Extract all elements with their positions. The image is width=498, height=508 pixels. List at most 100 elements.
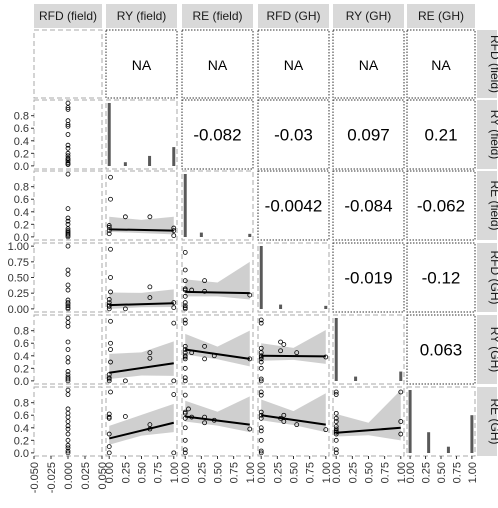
- panel-0-3: [257, 29, 330, 99]
- panel-2-4: [332, 170, 405, 241]
- point-2_0-10: [65, 206, 71, 212]
- right-strip-3: [477, 243, 497, 312]
- x-tick-label-5-1: 0.25: [421, 462, 433, 483]
- y-tick-label-2-1: 0.2: [14, 219, 29, 231]
- point-4_2-3: [182, 356, 188, 362]
- point-5_2-13: [247, 426, 253, 432]
- correlation-label-0-1: NA: [132, 57, 152, 73]
- point-5_4-14: [398, 419, 404, 424]
- x-tick-label-4-1: 0.25: [347, 462, 359, 483]
- top-strip-4: [333, 4, 404, 28]
- x-tick-label-4-4: 1.00: [396, 462, 408, 483]
- point-4_1-4: [108, 359, 113, 365]
- fit-line-2_1: [109, 228, 174, 232]
- x-tick-label-0-4: 0.050: [97, 462, 109, 490]
- x-tick-label-5-4: 1.00: [467, 462, 479, 483]
- point-4_3-3: [258, 359, 264, 365]
- y-tick-label-3-4: 1.00: [8, 241, 29, 253]
- point-1_0-5: [65, 155, 71, 161]
- diag-bar-2-2: [248, 233, 252, 237]
- point-1_0-13: [65, 118, 71, 124]
- panel-0-2: [181, 29, 254, 99]
- fit-line-5_3: [261, 414, 326, 426]
- point-5_1-11: [171, 392, 177, 397]
- diag-bar-4-1: [354, 376, 358, 381]
- y-tick-label-5-4: 0.8: [14, 398, 29, 410]
- point-5_1-5: [106, 411, 112, 417]
- fit-line-5_1: [108, 421, 175, 440]
- diag-bar-4-0: [334, 318, 338, 381]
- y-tick-label-5-2: 0.4: [14, 423, 29, 435]
- panel-0-0: [33, 29, 103, 99]
- diag-bar-5-1: [427, 432, 431, 453]
- point-5_1-6: [108, 389, 113, 395]
- point-4_1-6: [108, 340, 113, 346]
- x-tick-label-1-0: 0.00: [104, 462, 116, 483]
- point-3_2-1: [182, 305, 188, 311]
- point-4_3-13: [281, 342, 287, 347]
- y-tick-label-2-0: 0.0: [14, 232, 29, 244]
- fit-line-4_2: [185, 348, 250, 360]
- point-5_4-13: [398, 389, 404, 395]
- point-5_2-0: [182, 450, 188, 456]
- point-5_1-9: [147, 422, 153, 428]
- x-tick-label-2-2: 0.50: [213, 462, 225, 483]
- point-5_2-11: [202, 420, 207, 426]
- point-3_2-2: [182, 303, 188, 309]
- point-3_0-6: [65, 287, 71, 293]
- confidence-ribbon-3_2: [185, 261, 250, 300]
- point-5_1-0: [106, 450, 112, 456]
- point-4_2-6: [182, 350, 188, 356]
- point-2_1-6: [122, 214, 128, 220]
- right-strip-label-3: RFD (GH): [488, 251, 498, 305]
- point-4_1-0: [106, 378, 112, 384]
- point-3_1-8: [122, 306, 128, 312]
- point-4_2-5: [182, 353, 188, 359]
- point-4_3-9: [258, 320, 264, 326]
- point-5_4-2: [333, 437, 339, 443]
- point-4_2-8: [182, 343, 188, 349]
- point-4_2-9: [182, 320, 188, 326]
- point-5_2-2: [182, 437, 188, 443]
- top-strip-label-5: RE (GH): [418, 9, 464, 23]
- point-3_1-4: [106, 297, 112, 302]
- point-5_3-2: [258, 437, 264, 443]
- correlation-label-0-4: NA: [359, 57, 379, 73]
- point-5_1-10: [171, 450, 177, 456]
- point-3_2-11: [202, 278, 207, 284]
- point-4_1-5: [108, 347, 113, 352]
- point-5_4-9: [333, 415, 339, 421]
- point-1_0-14: [65, 107, 71, 112]
- point-3_0-9: [65, 267, 71, 273]
- point-4_1-7: [108, 318, 113, 324]
- point-2_0-5: [65, 228, 71, 233]
- x-tick-label-2-1: 0.25: [196, 462, 208, 483]
- diag-bar-3-1: [279, 304, 283, 309]
- point-1_0-6: [65, 153, 71, 159]
- y-tick-label-5-0: 0.0: [14, 448, 29, 460]
- point-3_0-2: [65, 303, 71, 309]
- y-tick-label-1-2: 0.4: [14, 136, 29, 148]
- point-5_3-0: [258, 450, 264, 456]
- diag-bar-1-2: [148, 155, 152, 166]
- top-strip-label-2: RE (field): [192, 9, 242, 23]
- point-5_0-6: [65, 426, 71, 432]
- diag-bar-1-1: [123, 162, 127, 166]
- point-5_4-10: [333, 410, 339, 416]
- top-strip-3: [258, 4, 329, 28]
- point-4_3-11: [278, 348, 283, 354]
- y-tick-label-1-0: 0.0: [14, 161, 29, 173]
- x-tick-label-5-0: 0.00: [405, 462, 417, 483]
- point-3_2-9: [182, 250, 188, 255]
- y-tick-label-4-1: 0.2: [14, 363, 29, 375]
- panel-2-2: [181, 170, 254, 241]
- correlation-label-2-5: -0.062: [417, 197, 465, 216]
- diag-bar-1-3: [172, 147, 176, 166]
- point-5_2-4: [182, 415, 188, 421]
- correlation-label-2-4: -0.084: [344, 197, 392, 216]
- top-strip-label-0: RFD (field): [39, 9, 97, 23]
- point-5_0-3: [65, 442, 71, 448]
- correlation-label-0-5: NA: [431, 57, 451, 73]
- point-3_1-5: [108, 289, 113, 295]
